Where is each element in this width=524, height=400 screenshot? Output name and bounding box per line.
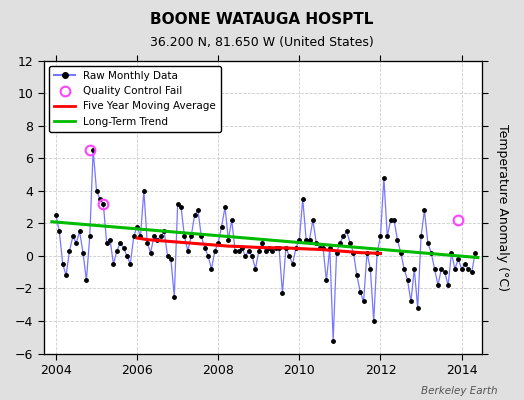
Text: 36.200 N, 81.650 W (United States): 36.200 N, 81.650 W (United States): [150, 36, 374, 49]
Legend: Raw Monthly Data, Quality Control Fail, Five Year Moving Average, Long-Term Tren: Raw Monthly Data, Quality Control Fail, …: [49, 66, 221, 132]
Text: BOONE WATAUGA HOSPTL: BOONE WATAUGA HOSPTL: [150, 12, 374, 27]
Text: Berkeley Earth: Berkeley Earth: [421, 386, 498, 396]
Y-axis label: Temperature Anomaly (°C): Temperature Anomaly (°C): [496, 124, 509, 290]
